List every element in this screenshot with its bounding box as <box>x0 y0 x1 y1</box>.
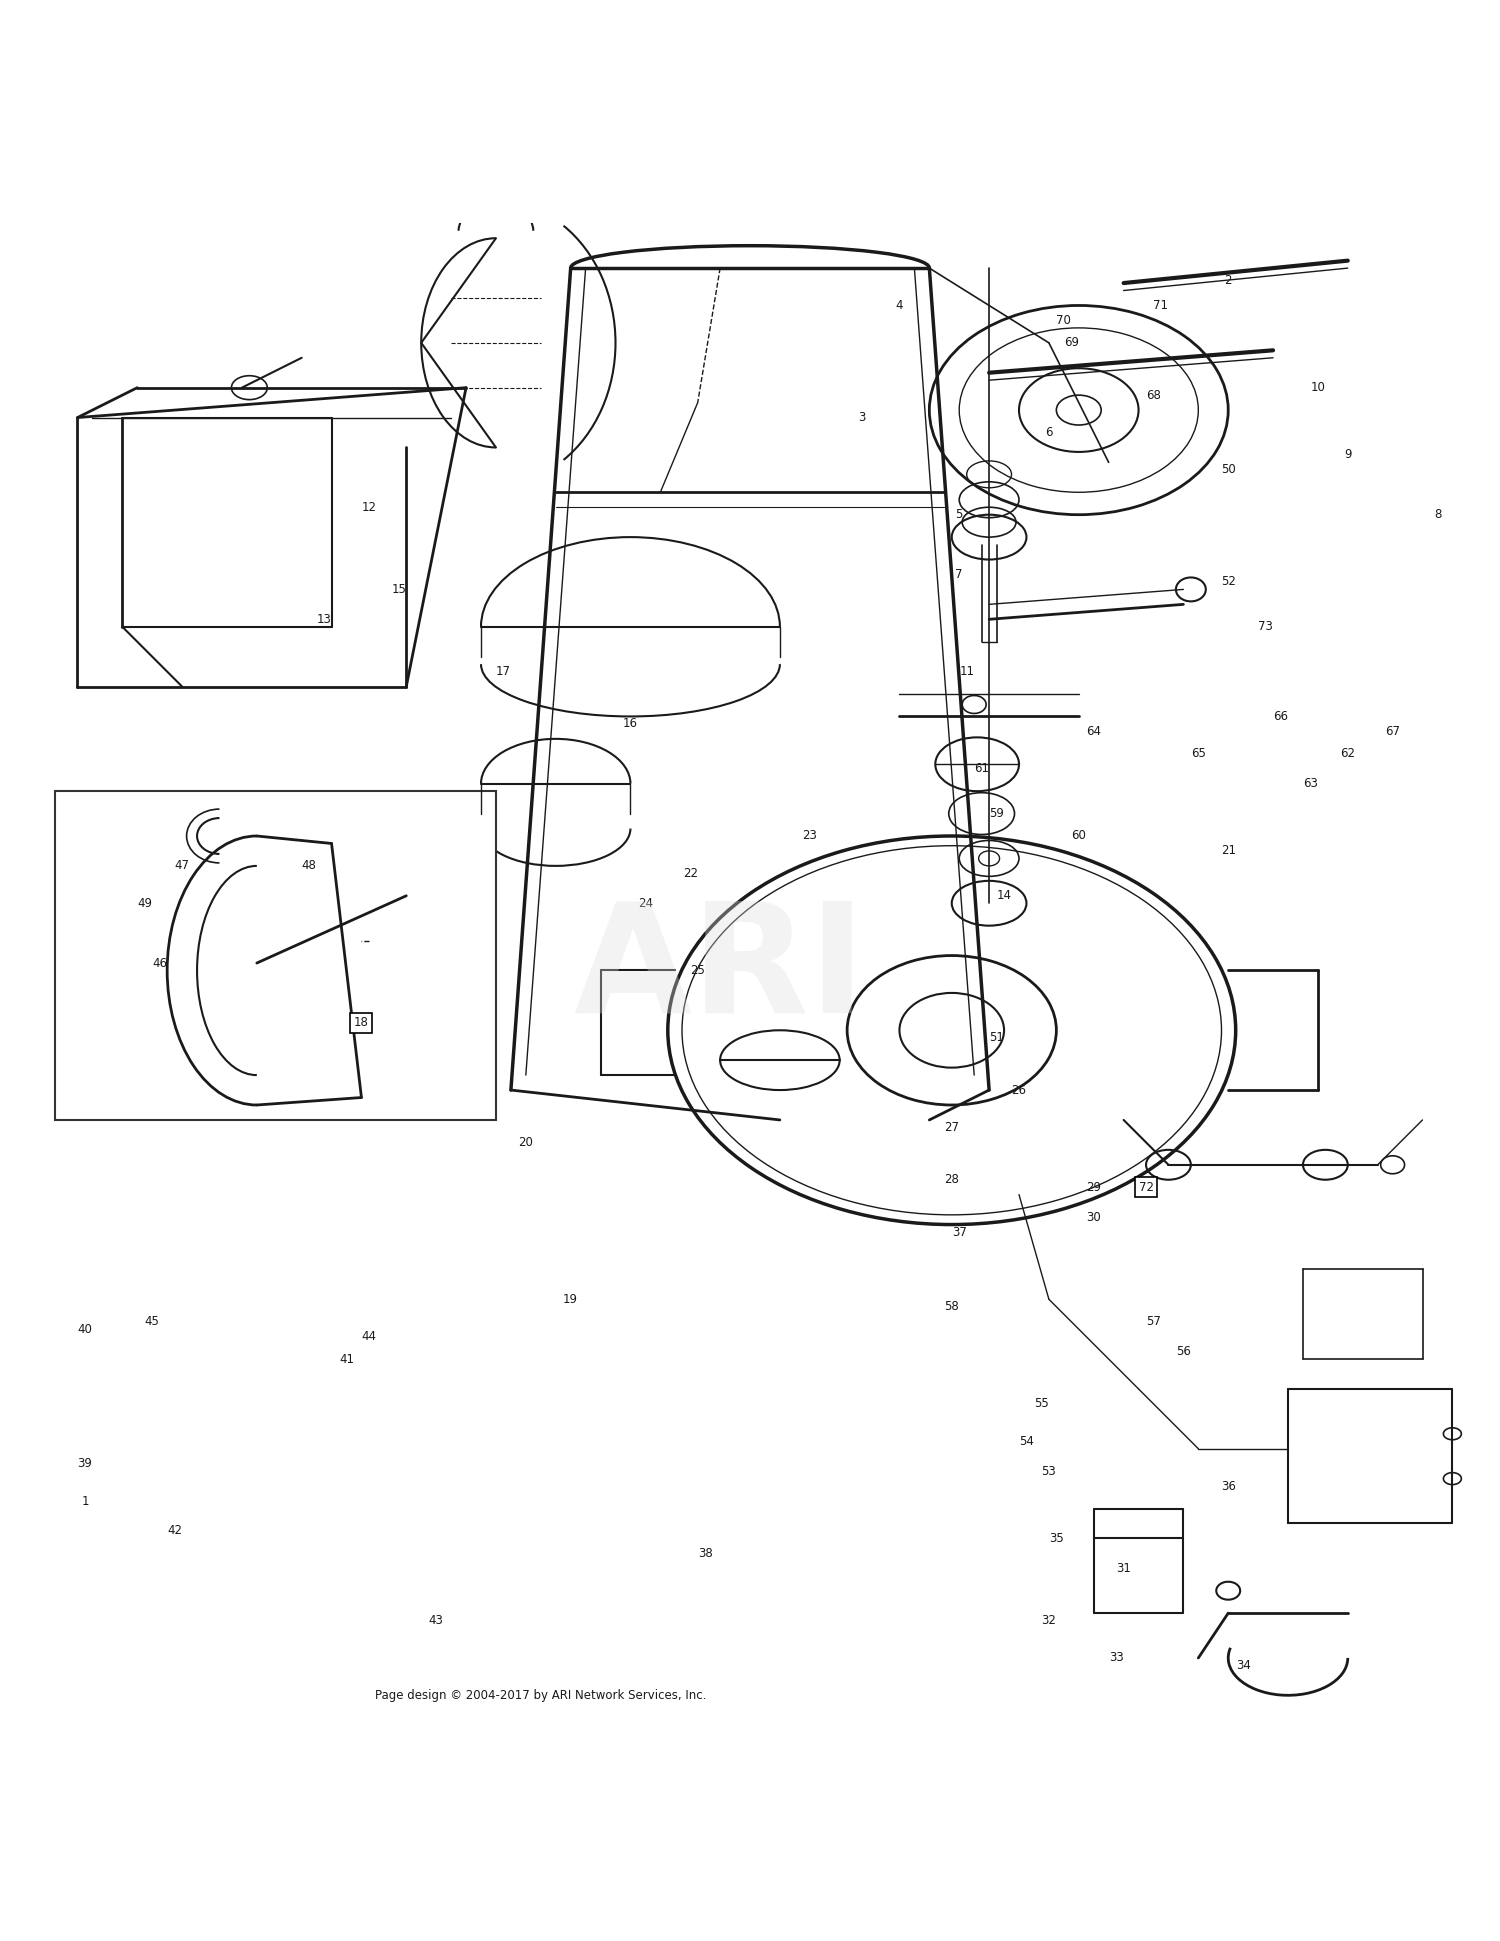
Text: 9: 9 <box>1344 448 1352 462</box>
Text: 38: 38 <box>698 1547 712 1561</box>
Text: 37: 37 <box>952 1225 966 1238</box>
Text: 33: 33 <box>1108 1652 1124 1665</box>
Text: 30: 30 <box>1086 1211 1101 1223</box>
Text: 57: 57 <box>1146 1316 1161 1328</box>
Text: 28: 28 <box>945 1172 958 1186</box>
Text: 53: 53 <box>1041 1465 1056 1477</box>
Text: 13: 13 <box>316 613 332 625</box>
Text: 46: 46 <box>152 957 166 969</box>
FancyBboxPatch shape <box>56 792 497 1120</box>
Text: 41: 41 <box>339 1353 354 1366</box>
Text: 7: 7 <box>956 569 963 580</box>
Text: 69: 69 <box>1064 336 1078 349</box>
Text: 54: 54 <box>1019 1434 1034 1448</box>
Text: 44: 44 <box>362 1330 376 1343</box>
Text: 58: 58 <box>945 1300 958 1314</box>
Text: 45: 45 <box>146 1316 159 1328</box>
Text: 48: 48 <box>302 860 316 872</box>
Text: 1: 1 <box>81 1495 88 1508</box>
Text: 18: 18 <box>354 1017 369 1029</box>
Text: 10: 10 <box>1311 380 1326 394</box>
Text: 24: 24 <box>638 897 652 910</box>
Text: 63: 63 <box>1304 776 1318 790</box>
Text: 40: 40 <box>78 1322 93 1335</box>
Text: 62: 62 <box>1341 747 1356 761</box>
Text: 3: 3 <box>858 411 865 423</box>
Text: 4: 4 <box>896 299 903 313</box>
Text: 35: 35 <box>1048 1531 1064 1545</box>
Text: 50: 50 <box>1221 464 1236 476</box>
Text: 21: 21 <box>1221 844 1236 858</box>
Text: 64: 64 <box>1086 724 1101 738</box>
Text: ARI: ARI <box>573 897 867 1044</box>
Text: 56: 56 <box>1176 1345 1191 1359</box>
Text: 8: 8 <box>1434 509 1442 522</box>
Text: 65: 65 <box>1191 747 1206 761</box>
Text: 73: 73 <box>1258 621 1274 633</box>
Text: 70: 70 <box>1056 314 1071 326</box>
Text: 16: 16 <box>622 718 638 730</box>
Text: 27: 27 <box>945 1120 960 1134</box>
Text: 39: 39 <box>78 1458 93 1469</box>
Text: 6: 6 <box>1046 425 1053 439</box>
Text: 59: 59 <box>988 807 1004 821</box>
Text: 25: 25 <box>690 965 705 976</box>
Text: 14: 14 <box>996 889 1011 903</box>
Text: 68: 68 <box>1146 388 1161 402</box>
Text: 15: 15 <box>392 582 406 596</box>
Text: 71: 71 <box>1154 299 1168 313</box>
Text: 20: 20 <box>519 1135 534 1149</box>
Text: 49: 49 <box>136 897 152 910</box>
Text: 18: 18 <box>354 1017 369 1029</box>
Text: 43: 43 <box>429 1615 444 1627</box>
Text: 12: 12 <box>362 501 376 514</box>
Text: 66: 66 <box>1274 710 1288 722</box>
Text: 34: 34 <box>1236 1660 1251 1671</box>
Text: 22: 22 <box>682 868 698 879</box>
Text: 32: 32 <box>1041 1615 1056 1627</box>
Text: 72: 72 <box>1138 1180 1154 1194</box>
Text: 5: 5 <box>956 509 963 522</box>
Text: 19: 19 <box>562 1293 578 1306</box>
Text: 47: 47 <box>174 860 189 872</box>
Text: Page design © 2004-2017 by ARI Network Services, Inc.: Page design © 2004-2017 by ARI Network S… <box>375 1689 706 1702</box>
Text: 29: 29 <box>1086 1180 1101 1194</box>
Text: 52: 52 <box>1221 575 1236 588</box>
Text: 17: 17 <box>496 666 512 677</box>
Text: 31: 31 <box>1116 1563 1131 1574</box>
Text: 26: 26 <box>1011 1083 1026 1097</box>
Text: 23: 23 <box>802 829 818 842</box>
Text: 55: 55 <box>1034 1398 1048 1411</box>
Text: 11: 11 <box>958 666 974 677</box>
Text: 2: 2 <box>1224 274 1232 287</box>
Text: 61: 61 <box>974 763 988 774</box>
Text: 72: 72 <box>1138 1180 1154 1194</box>
Text: 60: 60 <box>1071 829 1086 842</box>
Text: 36: 36 <box>1221 1479 1236 1493</box>
Text: 51: 51 <box>988 1031 1004 1044</box>
Text: 42: 42 <box>166 1524 182 1537</box>
Text: 67: 67 <box>1384 724 1400 738</box>
